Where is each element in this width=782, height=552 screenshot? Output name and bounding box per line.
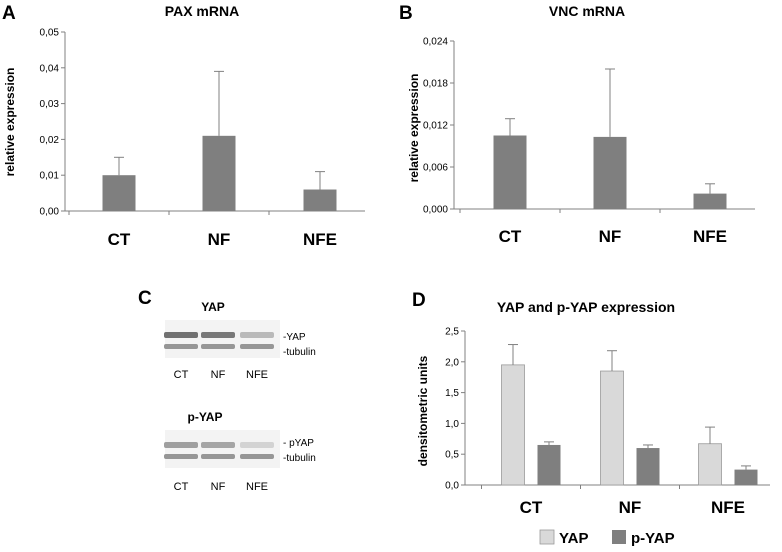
blot-band [201, 442, 235, 448]
y-tick-label: 0,03 [40, 99, 60, 110]
chart-a-ylabel: relative expression [3, 68, 17, 177]
blot-pyap-lane-ct: CT [174, 481, 189, 493]
blot-yap-membrane [164, 320, 280, 358]
blot-band [240, 442, 274, 448]
bar [600, 370, 624, 486]
panel-letter-d: D [412, 290, 426, 311]
category-label: NF [599, 227, 622, 246]
legend-swatch-pyap [612, 530, 626, 544]
blot-yap-title: YAP [201, 300, 225, 314]
blot-pyap-title: p-YAP [188, 410, 223, 424]
blot-tubulin-band [164, 344, 198, 349]
blot-pyap-lane-nfe: NFE [246, 481, 268, 493]
bar [593, 136, 627, 209]
y-tick-label: 0,006 [423, 163, 448, 174]
category-label: CT [520, 498, 543, 517]
blot-tubulin-band [201, 344, 235, 349]
y-tick-label: 0,012 [423, 121, 448, 132]
y-tick-label: 0,04 [40, 63, 60, 74]
blot-pyap-tubulin-label: -tubulin [283, 453, 316, 464]
blot-yap-tubulin-label: -tubulin [283, 347, 316, 358]
blot-pyap-bands [164, 442, 274, 459]
y-tick-label: 2,0 [445, 357, 459, 368]
blot-yap-lane-ct: CT [174, 369, 189, 381]
category-label: NF [619, 498, 642, 517]
y-tick-label: 0,00 [40, 207, 60, 218]
panel-letter-b: B [399, 3, 413, 24]
blot-pyap-bg [165, 430, 280, 468]
bar [102, 175, 136, 211]
chart-d-title: YAP and p-YAP expression [497, 299, 675, 315]
blot-pyap-band-label: - pYAP [283, 438, 314, 449]
bar [698, 443, 722, 486]
y-tick-label: 2,5 [445, 327, 459, 338]
category-label: NFE [711, 498, 745, 517]
bar [636, 448, 660, 485]
category-label: NF [208, 230, 231, 249]
chart-d: 0,0 0,5 1,0 1,5 2,0 2,5 CT NF NFE [445, 327, 770, 517]
category-label: NFE [303, 230, 337, 249]
blot-band [164, 332, 198, 338]
y-tick-label: 0,0 [445, 481, 459, 492]
chart-d-ylabel: densitometric units [416, 355, 430, 466]
category-label: CT [108, 230, 131, 249]
blot-tubulin-band [201, 454, 235, 459]
blot-pyap-lane-nf: NF [211, 481, 226, 493]
bar [537, 444, 561, 485]
category-label: NFE [693, 227, 727, 246]
bar [693, 193, 727, 209]
bar [493, 135, 527, 209]
blot-pyap-membrane [164, 430, 280, 468]
panel-letter-a: A [2, 3, 16, 24]
blot-band [240, 332, 274, 338]
blot-yap-bands [164, 332, 274, 349]
y-tick-label: 0,000 [423, 205, 448, 216]
y-tick-label: 0,5 [445, 450, 459, 461]
legend-label-pyap: p-YAP [631, 530, 675, 547]
legend-label-yap: YAP [559, 530, 588, 547]
chart-b-ylabel: relative expression [407, 74, 421, 183]
blot-yap-lane-nf: NF [211, 369, 226, 381]
chart-a: 0,00 0,01 0,02 0,03 0,04 0,05 CT NF NFE [40, 28, 365, 249]
blot-band [164, 442, 198, 448]
chart-a-title: PAX mRNA [165, 3, 239, 19]
chart-b: 0,000 0,006 0,012 0,018 0,024 CT NF NFE [423, 37, 755, 246]
bar [202, 135, 236, 211]
bar [734, 469, 758, 485]
y-tick-label: 0,01 [40, 171, 60, 182]
blot-yap-band-label: -YAP [283, 332, 306, 343]
y-tick-label: 0,05 [40, 28, 60, 39]
category-label: CT [499, 227, 522, 246]
y-tick-label: 1,5 [445, 388, 459, 399]
blot-tubulin-band [240, 344, 274, 349]
blot-band [201, 332, 235, 338]
bar [303, 189, 337, 211]
chart-b-title: VNC mRNA [549, 3, 625, 19]
y-tick-label: 0,018 [423, 79, 448, 90]
bar [501, 364, 525, 486]
panel-letter-c: C [138, 288, 152, 309]
y-tick-label: 0,024 [423, 37, 448, 48]
blot-tubulin-band [164, 454, 198, 459]
blot-tubulin-band [240, 454, 274, 459]
y-tick-label: 1,0 [445, 419, 459, 430]
blot-yap-lane-nfe: NFE [246, 369, 268, 381]
legend-swatch-yap [539, 529, 555, 545]
y-tick-label: 0,02 [40, 135, 60, 146]
blot-yap-bg [165, 320, 280, 358]
